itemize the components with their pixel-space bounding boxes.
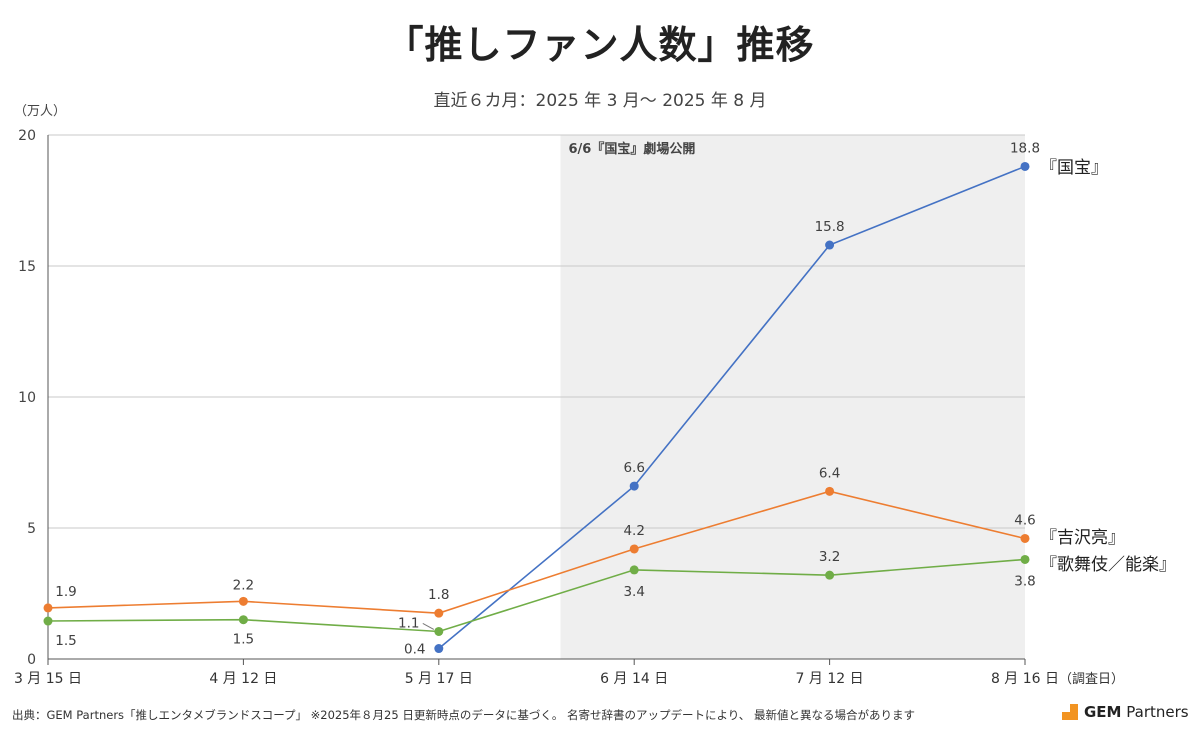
gem-partners-logo: GEM Partners <box>1062 703 1189 721</box>
data-label: 1.8 <box>428 587 449 603</box>
data-label: 4.2 <box>623 523 644 539</box>
data-point <box>1020 533 1030 543</box>
data-point <box>43 616 53 626</box>
y-unit-label: （万人） <box>14 104 66 119</box>
series-name-label: 『吉沢亮』 <box>1040 528 1125 548</box>
series-line <box>47 558 1026 633</box>
data-point <box>629 481 639 491</box>
data-point <box>238 596 248 606</box>
data-point <box>825 570 835 580</box>
data-label: 6.6 <box>623 460 644 476</box>
series-name-label: 『歌舞伎／能楽』 <box>1040 555 1176 575</box>
label-leader-line <box>422 623 435 630</box>
logo-bold: GEM <box>1084 703 1122 721</box>
data-label: 1.1 <box>398 615 419 631</box>
data-label: 1.9 <box>55 584 76 600</box>
y-tick-label: 15 <box>18 259 36 275</box>
x-axis-note: （調査日） <box>1059 672 1124 687</box>
x-tick-label: 3 月 15 日 <box>14 671 82 687</box>
data-label: 1.5 <box>55 633 76 649</box>
x-tick-label: 4 月 12 日 <box>209 671 277 687</box>
y-tick-label: 10 <box>18 390 36 406</box>
data-point <box>825 486 835 496</box>
data-point <box>629 544 639 554</box>
x-tick-label: 6 月 14 日 <box>600 671 668 687</box>
data-label: 0.4 <box>404 642 425 658</box>
data-label: 2.2 <box>233 577 254 593</box>
data-point <box>1020 554 1030 564</box>
data-label: 18.8 <box>1010 140 1040 156</box>
data-point <box>825 240 835 250</box>
y-tick-label: 0 <box>27 652 36 668</box>
release-annotation: 6/6『国宝』劇場公開 <box>569 141 696 157</box>
data-point <box>434 644 444 654</box>
x-tick-label: 7 月 12 日 <box>796 671 864 687</box>
data-point <box>629 565 639 575</box>
data-point <box>238 615 248 625</box>
data-label: 6.4 <box>819 465 840 481</box>
source-note: 出典：GEM Partners「推しエンタメブランドスコープ」 ※2025年８月… <box>12 708 915 722</box>
data-point <box>1020 161 1030 171</box>
series-line <box>438 165 1026 650</box>
data-point <box>434 608 444 618</box>
x-tick-label: 5 月 17 日 <box>405 671 473 687</box>
y-tick-label: 5 <box>27 521 36 537</box>
y-tick-label: 20 <box>18 128 36 144</box>
data-label: 3.4 <box>623 584 644 600</box>
data-label: 3.8 <box>1014 573 1035 589</box>
data-label: 1.5 <box>233 632 254 648</box>
data-point <box>43 603 53 613</box>
chart-title: 「推しファン人数」推移 <box>385 23 815 67</box>
data-label: 3.2 <box>819 549 840 565</box>
logo-mark-icon <box>1062 704 1078 720</box>
x-tick-label: 8 月 16 日 <box>991 671 1059 687</box>
line-chart: 6/6『国宝』劇場公開 0 5 10 15 20 （万人） 3 月 15 日 4 月 12 日 5… <box>14 104 1176 687</box>
series-name-label: 『国宝』 <box>1040 158 1108 178</box>
data-point <box>434 626 444 636</box>
chart-subtitle: 直近６カ月：2025 年 3 月～ 2025 年 8 月 <box>433 91 767 111</box>
logo-rest: Partners <box>1121 703 1189 721</box>
data-label: 4.6 <box>1014 512 1035 528</box>
data-label: 15.8 <box>815 219 845 235</box>
series-line <box>47 490 1026 614</box>
